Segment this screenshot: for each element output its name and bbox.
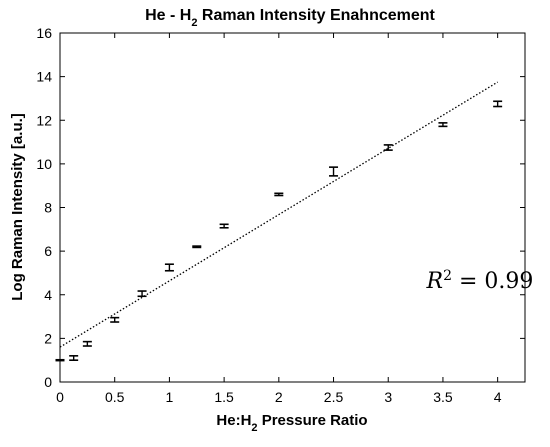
data-point [493, 100, 503, 108]
x-tick-label: 2.5 [324, 389, 344, 405]
data-point [219, 223, 229, 229]
y-tick-label: 0 [44, 374, 52, 390]
plot-frame [59, 32, 526, 383]
data-point [274, 192, 284, 197]
y-tick-label: 16 [36, 25, 52, 41]
data-point [55, 358, 65, 362]
data-point [110, 316, 120, 323]
data-point [164, 263, 174, 272]
y-tick-label: 8 [44, 200, 52, 216]
fit-line [59, 81, 498, 348]
data-point [137, 290, 147, 298]
x-axis-label: He:H2 Pressure Ratio [216, 412, 367, 434]
data-points-group [55, 100, 503, 362]
y-tick-label: 14 [36, 69, 52, 85]
data-point [69, 355, 79, 361]
x-tick-label: 1.5 [214, 389, 234, 405]
y-tick-label: 10 [36, 156, 52, 172]
chart-title: He - H2 Raman Intensity Enahncement [145, 7, 435, 29]
x-tick-label: 0 [56, 389, 64, 405]
y-axis-ticks: 0 2 4 6 8 10 12 14 16 [36, 25, 525, 390]
data-point [192, 245, 202, 249]
x-tick-label: 2 [275, 389, 283, 405]
x-tick-label: 3.5 [433, 389, 453, 405]
x-tick-label: 3 [384, 389, 392, 405]
r-squared-annotation: R2 = 0.99 [426, 268, 534, 294]
y-tick-label: 12 [36, 112, 52, 128]
fit-line-group [59, 81, 498, 348]
y-tick-label: 6 [44, 243, 52, 259]
data-point [383, 144, 393, 151]
data-point [438, 122, 448, 128]
data-point [82, 340, 92, 347]
x-tick-label: 0.5 [105, 389, 125, 405]
x-tick-label: 4 [494, 389, 502, 405]
data-point [329, 166, 339, 177]
y-tick-label: 4 [44, 287, 52, 303]
x-tick-label: 1 [166, 389, 174, 405]
x-axis-ticks: 0 0.5 1 1.5 2 2.5 3 3.5 4 [56, 33, 502, 405]
y-tick-label: 2 [44, 330, 52, 346]
y-axis-label: Log Raman Intensity [a.u.] [9, 113, 26, 301]
